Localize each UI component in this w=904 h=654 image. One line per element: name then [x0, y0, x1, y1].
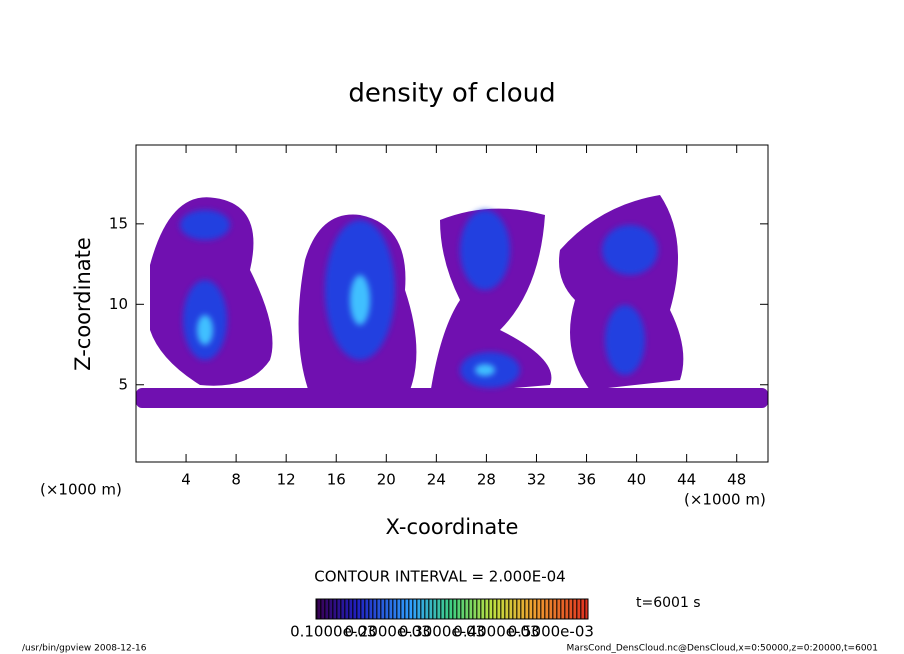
- x-tick-label: 36: [577, 471, 596, 489]
- contour-interval: CONTOUR INTERVAL = 2.000E-04: [314, 568, 565, 586]
- chart-title: density of cloud: [348, 79, 555, 109]
- colorbar-label: 0.3000e-03: [399, 623, 485, 641]
- x-tick-label: 8: [231, 471, 241, 489]
- x-tick-label: 16: [327, 471, 346, 489]
- cloud-field: [136, 195, 768, 408]
- time-label: t=6001 s: [636, 595, 701, 611]
- colorbar-label: 0.1000e-03: [290, 623, 376, 641]
- x-tick-label: 20: [377, 471, 396, 489]
- colorbar-lines: [315, 598, 589, 620]
- x-tick-label: 24: [427, 471, 446, 489]
- x-tick-label: 40: [627, 471, 646, 489]
- footer-left: /usr/bin/gpview 2008-12-16: [22, 644, 147, 654]
- x-unit-label: (×1000 m): [40, 481, 122, 499]
- y-tick-label: 10: [109, 295, 128, 313]
- plot-frame: [135, 144, 769, 463]
- colorbar-label: 0.5000e-03: [508, 623, 594, 641]
- colorbar-label: 0.2000e-03: [344, 623, 430, 641]
- footer-right: MarsCond_DensCloud.nc@DensCloud,x=0:5000…: [567, 644, 879, 654]
- x-tick-label: 44: [677, 471, 696, 489]
- x-tick-label: 28: [477, 471, 496, 489]
- x-axis-label: X-coordinate: [386, 515, 519, 539]
- x-tick-label: 4: [181, 471, 191, 489]
- x-tick-label: 48: [727, 471, 746, 489]
- y-axis-label: Z-coordinate: [71, 237, 95, 371]
- colorbar-label: 0.4000e-03: [453, 623, 539, 641]
- y-tick-label: 15: [109, 214, 128, 232]
- x-tick-label: 12: [277, 471, 296, 489]
- y-tick-label: 5: [118, 375, 128, 393]
- x-tick-label: 32: [527, 471, 546, 489]
- x-unit-label: (×1000 m): [684, 491, 766, 509]
